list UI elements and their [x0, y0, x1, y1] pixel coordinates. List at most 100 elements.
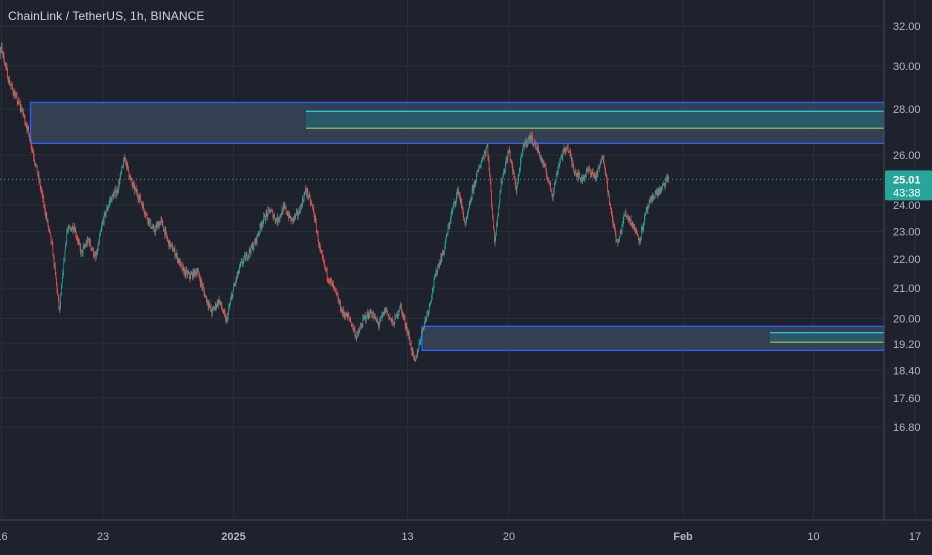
candle [355, 330, 357, 341]
price-tick-label: 30.00 [893, 61, 921, 73]
candle [384, 307, 385, 316]
candle [92, 247, 94, 252]
candle [274, 212, 275, 220]
candle [6, 63, 8, 71]
candle [424, 315, 426, 324]
candle [321, 249, 323, 255]
candle [233, 283, 234, 291]
candle [409, 331, 410, 341]
candle [125, 157, 126, 165]
candle [80, 243, 81, 257]
candle [468, 200, 470, 210]
candle [239, 261, 241, 269]
candle [518, 173, 519, 182]
candle [29, 139, 31, 142]
candle [79, 238, 80, 245]
candle [66, 228, 68, 245]
candle [557, 171, 558, 175]
candle [46, 211, 48, 223]
candle [68, 223, 69, 233]
candle [212, 306, 213, 317]
candle [219, 298, 220, 305]
candle [575, 170, 577, 177]
candle [45, 208, 46, 220]
candle [532, 143, 534, 148]
time-axis[interactable]: 16 23 2025 13 20 Feb 10 17 [0, 531, 921, 543]
candle [3, 51, 5, 63]
candle [422, 327, 424, 331]
candle [10, 81, 12, 86]
candle [154, 229, 156, 236]
candle [279, 216, 280, 223]
candle [333, 280, 335, 292]
candle [56, 282, 58, 295]
candle [16, 92, 18, 107]
candle [467, 212, 468, 219]
candle [563, 148, 564, 156]
candle [415, 353, 417, 362]
candle [645, 212, 646, 216]
candle [347, 312, 349, 318]
candle [30, 136, 31, 143]
candle [527, 137, 529, 147]
candle [437, 264, 439, 274]
candle [73, 226, 74, 233]
candle [256, 236, 257, 246]
candle [150, 218, 152, 229]
candle [162, 220, 164, 228]
candle [49, 229, 51, 234]
candle [390, 318, 391, 321]
candle [96, 251, 97, 260]
candle [621, 229, 622, 235]
candle [290, 215, 292, 224]
candle [191, 271, 193, 275]
candle [344, 312, 346, 321]
price-axis[interactable]: 32.00 30.00 28.00 26.00 24.00 23.00 22.00 21.00… [893, 21, 921, 434]
candle [541, 158, 543, 163]
candle [628, 216, 630, 222]
candle [107, 206, 109, 211]
candle [365, 314, 367, 325]
candle [574, 170, 576, 177]
candle [11, 84, 13, 90]
candle [103, 216, 104, 226]
candle [297, 212, 299, 220]
candle [317, 230, 318, 237]
candle [33, 152, 35, 163]
candle [261, 220, 263, 232]
candle [306, 187, 308, 198]
candle [31, 144, 33, 153]
candle [302, 195, 304, 203]
candle [472, 184, 474, 193]
candle [285, 206, 286, 209]
candle [214, 305, 216, 312]
candle [489, 167, 490, 178]
candle [242, 259, 244, 268]
candle [40, 184, 42, 193]
candle [22, 106, 23, 112]
candle [401, 309, 403, 318]
candle [77, 234, 78, 246]
candle [65, 243, 66, 251]
candle [644, 212, 645, 226]
candle [393, 322, 394, 327]
candle [270, 208, 271, 214]
candle [345, 312, 347, 317]
candle [586, 167, 587, 179]
candle [427, 309, 429, 317]
candle [416, 349, 418, 359]
candle [303, 190, 305, 202]
candle [30, 139, 32, 150]
candle [540, 155, 542, 161]
candle [621, 223, 623, 236]
candle [86, 236, 88, 247]
candle [554, 182, 555, 195]
candle [462, 205, 463, 213]
candle [42, 196, 44, 199]
candle [393, 321, 395, 329]
candle [444, 246, 445, 258]
candle [572, 159, 574, 169]
candle [608, 190, 609, 196]
